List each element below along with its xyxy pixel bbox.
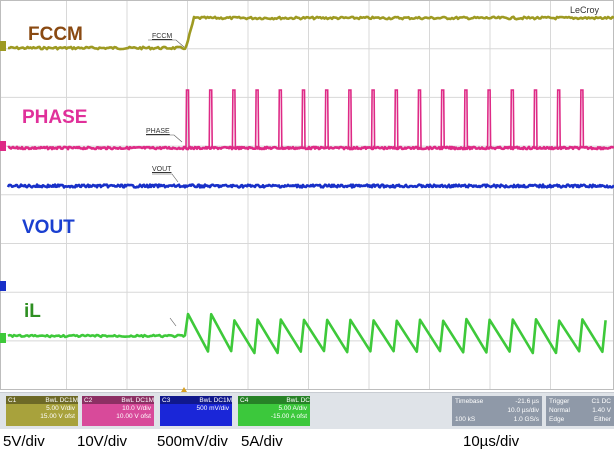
phase-pulse: [579, 89, 585, 149]
phase-pulse: [486, 89, 492, 149]
trigger-label: Trigger: [549, 398, 570, 405]
channel-markers: [0, 41, 6, 343]
phase-pulse: [301, 89, 306, 149]
oscilloscope-screen: [0, 0, 614, 392]
vout-tag-leader: [152, 173, 179, 183]
channel-2-scale: 10.0 V/div: [122, 405, 151, 412]
fccm-label: FCCM: [28, 24, 83, 45]
phase-pulse: [533, 89, 538, 149]
channel-4-id: C4: [240, 396, 249, 404]
phase-label: PHASE: [22, 107, 88, 128]
caption-ch3-scale: 500mV/div: [157, 433, 228, 450]
channel-4-scale: 5.00 A/div: [278, 405, 307, 412]
trigger-channel: C1 DC: [591, 398, 611, 405]
channel-ground-marker: [0, 141, 6, 151]
trigger-mode: Normal: [549, 407, 570, 414]
channel-3-box[interactable]: C3 BwL DC1M 500 mV/div: [160, 396, 232, 426]
phase-pulse: [231, 89, 237, 149]
channel-1-id: C1: [8, 396, 17, 404]
lecroy-brand: LeCroy: [570, 5, 600, 15]
il-waveform: [7, 312, 607, 355]
timebase-rate: 1.0 GS/s: [513, 416, 539, 423]
phase-trace: [7, 89, 614, 151]
fccm-trace: [7, 15, 614, 51]
phase-pulse: [556, 89, 561, 149]
channel-1-offset: 15.00 V ofst: [40, 413, 75, 420]
channel-3-scale: 500 mV/div: [196, 405, 229, 412]
phase-waveform: [7, 145, 614, 151]
phase-pulse: [394, 89, 399, 149]
phase-pulse: [254, 89, 260, 149]
phase-pulse: [417, 89, 422, 149]
channel-3-coupling: BwL DC1M: [199, 396, 232, 404]
channel-1-coupling: BwL DC1M: [45, 396, 78, 404]
phase-pulse: [208, 89, 213, 149]
trigger-type: Edge: [549, 416, 565, 423]
timebase-per-div: 10.0 µs/div: [507, 407, 539, 414]
channel-1-box[interactable]: C1 BwL DC1M 5.00 V/div 15.00 V ofst: [6, 396, 78, 426]
phase-pulse: [440, 89, 445, 149]
phase-pulse: [185, 89, 190, 149]
vout-label: VOUT: [22, 217, 75, 238]
trigger-box[interactable]: Trigger C1 DC Normal 1.40 V Edge Either: [546, 396, 614, 426]
il-label: iL: [24, 301, 41, 322]
channel-2-id: C2: [84, 396, 93, 404]
timebase-box[interactable]: Timebase -21.6 µs 10.0 µs/div 100 kS 1.0 G…: [452, 396, 542, 426]
vout-trace: [6, 173, 614, 189]
channel-ground-marker: [0, 281, 6, 291]
phase-inline-tag: PHASE: [146, 128, 170, 135]
phase-pulse: [463, 89, 469, 149]
caption-ch1-scale: 5V/div: [3, 433, 45, 450]
fccm-inline-tag: FCCM: [152, 33, 173, 40]
phase-pulse: [510, 89, 515, 149]
caption-ch2-scale: 10V/div: [77, 433, 128, 450]
vout-waveform: [6, 183, 614, 189]
channel-ground-marker: [0, 41, 6, 51]
trigger-level: 1.40 V: [592, 407, 611, 414]
caption-ch4-scale: 5A/div: [241, 433, 283, 450]
il-tag-leader: [169, 317, 177, 327]
phase-pulse: [370, 89, 376, 149]
timebase-samples: 100 kS: [455, 416, 476, 423]
caption-timebase: 10µs/div: [463, 433, 520, 450]
phase-pulse: [347, 89, 353, 149]
channel-4-box[interactable]: C4 BwL DC 5.00 A/div -15.00 A ofst: [238, 396, 310, 426]
channel-4-offset: -15.00 A ofst: [270, 413, 307, 420]
channel-3-id: C3: [162, 396, 171, 404]
fccm-tag-leader: [148, 39, 185, 48]
phase-pulse: [324, 89, 329, 149]
trigger-time-marker: [181, 387, 187, 392]
vout-inline-tag: VOUT: [152, 166, 172, 173]
trigger-slope: Either: [594, 416, 611, 423]
il-trace: [7, 312, 607, 355]
phase-pulse: [278, 89, 283, 149]
channel-4-coupling: BwL DC: [286, 396, 310, 404]
timebase-position: -21.6 µs: [515, 398, 539, 405]
channel-ground-marker: [0, 333, 6, 343]
channel-2-offset: 10.00 V ofst: [116, 413, 151, 420]
channel-2-box[interactable]: C2 BwL DC1M 10.0 V/div 10.00 V ofst: [82, 396, 154, 426]
channel-2-coupling: BwL DC1M: [121, 396, 154, 404]
channel-1-scale: 5.00 V/div: [46, 405, 75, 412]
fccm-waveform: [7, 15, 614, 51]
timebase-label: Timebase: [455, 398, 484, 405]
status-bar: C1 BwL DC1M 5.00 V/div 15.00 V ofst C2 BwL…: [0, 387, 614, 429]
phase-tag-leader: [146, 134, 183, 143]
